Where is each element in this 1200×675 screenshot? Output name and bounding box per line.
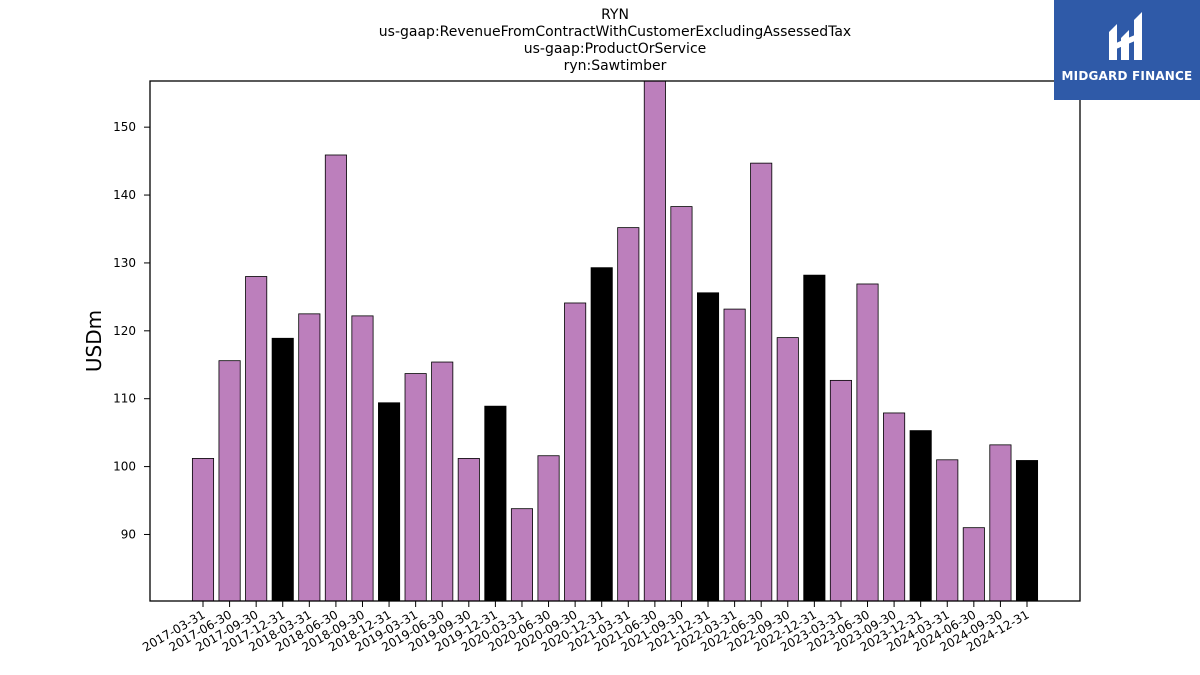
bar-2018-03-31 <box>298 313 321 602</box>
bar-2017-09-30 <box>245 276 268 602</box>
bar-2023-03-31 <box>829 379 852 602</box>
bar-2020-06-30 <box>537 455 560 602</box>
x-axis: 2017-03-312017-06-302017-09-302017-12-31… <box>140 601 1032 654</box>
y-tick-label: 100 <box>113 460 136 474</box>
bar-2023-06-30 <box>856 283 879 602</box>
y-tick-label: 140 <box>113 188 136 202</box>
title-line-concept: us-gaap:RevenueFromContractWithCustomerE… <box>378 24 852 40</box>
bar-2022-03-31 <box>723 308 746 602</box>
brand-mark-icon <box>1109 12 1142 60</box>
bar-2020-03-31 <box>510 508 533 602</box>
bar-2024-03-31 <box>936 459 959 602</box>
y-tick-label: 110 <box>113 392 136 406</box>
bar-2021-12-31 <box>697 292 720 602</box>
brand-name: MIDGARD FINANCE <box>1061 69 1193 83</box>
bar-2019-09-30 <box>457 458 480 602</box>
bar-2018-12-31 <box>378 402 401 602</box>
y-tick-label: 150 <box>113 120 136 134</box>
bar-2020-09-30 <box>564 302 587 602</box>
bar-2024-09-30 <box>989 444 1012 602</box>
title-line-member: ryn:Sawtimber <box>563 58 667 74</box>
bar-2022-12-31 <box>803 274 826 602</box>
y-tick-label: 130 <box>113 256 136 270</box>
bar-2017-06-30 <box>218 360 241 602</box>
title-line-axis: us-gaap:ProductOrService <box>523 41 707 57</box>
bar-2017-12-31 <box>271 337 294 602</box>
bars-layer <box>191 80 1039 602</box>
chart-title: RYN us-gaap:RevenueFromContractWithCusto… <box>150 7 1080 75</box>
title-line-ticker: RYN <box>601 7 629 23</box>
bar-2021-09-30 <box>670 206 693 602</box>
bar-2019-12-31 <box>484 405 507 602</box>
y-axis-title: USDm <box>82 310 106 372</box>
y-tick-label: 120 <box>113 324 136 338</box>
bar-2017-03-31 <box>191 458 215 602</box>
bar-2021-06-30 <box>643 80 666 602</box>
bar-2018-06-30 <box>324 154 347 602</box>
bar-2023-12-31 <box>909 430 932 602</box>
bar-2022-06-30 <box>750 162 773 602</box>
bar-2022-09-30 <box>776 337 799 602</box>
bar-2018-09-30 <box>351 315 374 602</box>
bar-2024-06-30 <box>962 527 985 602</box>
plot-frame <box>149 80 1081 602</box>
bar-2019-06-30 <box>431 361 454 602</box>
brand-logo: MIDGARD FINANCE <box>1054 0 1200 100</box>
bar-2019-03-31 <box>404 373 427 602</box>
bar-2023-09-30 <box>883 412 906 602</box>
y-axis: 90 100 110 120 130 140 150 <box>113 120 150 541</box>
y-tick-label: 90 <box>121 527 136 541</box>
bar-2021-03-31 <box>617 227 640 602</box>
bar-2024-12-31 <box>1015 460 1039 602</box>
bar-2020-12-31 <box>590 267 613 602</box>
